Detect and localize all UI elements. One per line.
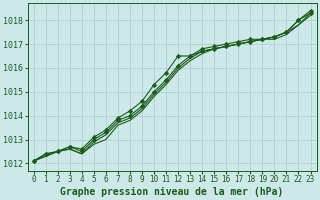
X-axis label: Graphe pression niveau de la mer (hPa): Graphe pression niveau de la mer (hPa) [60,186,284,197]
